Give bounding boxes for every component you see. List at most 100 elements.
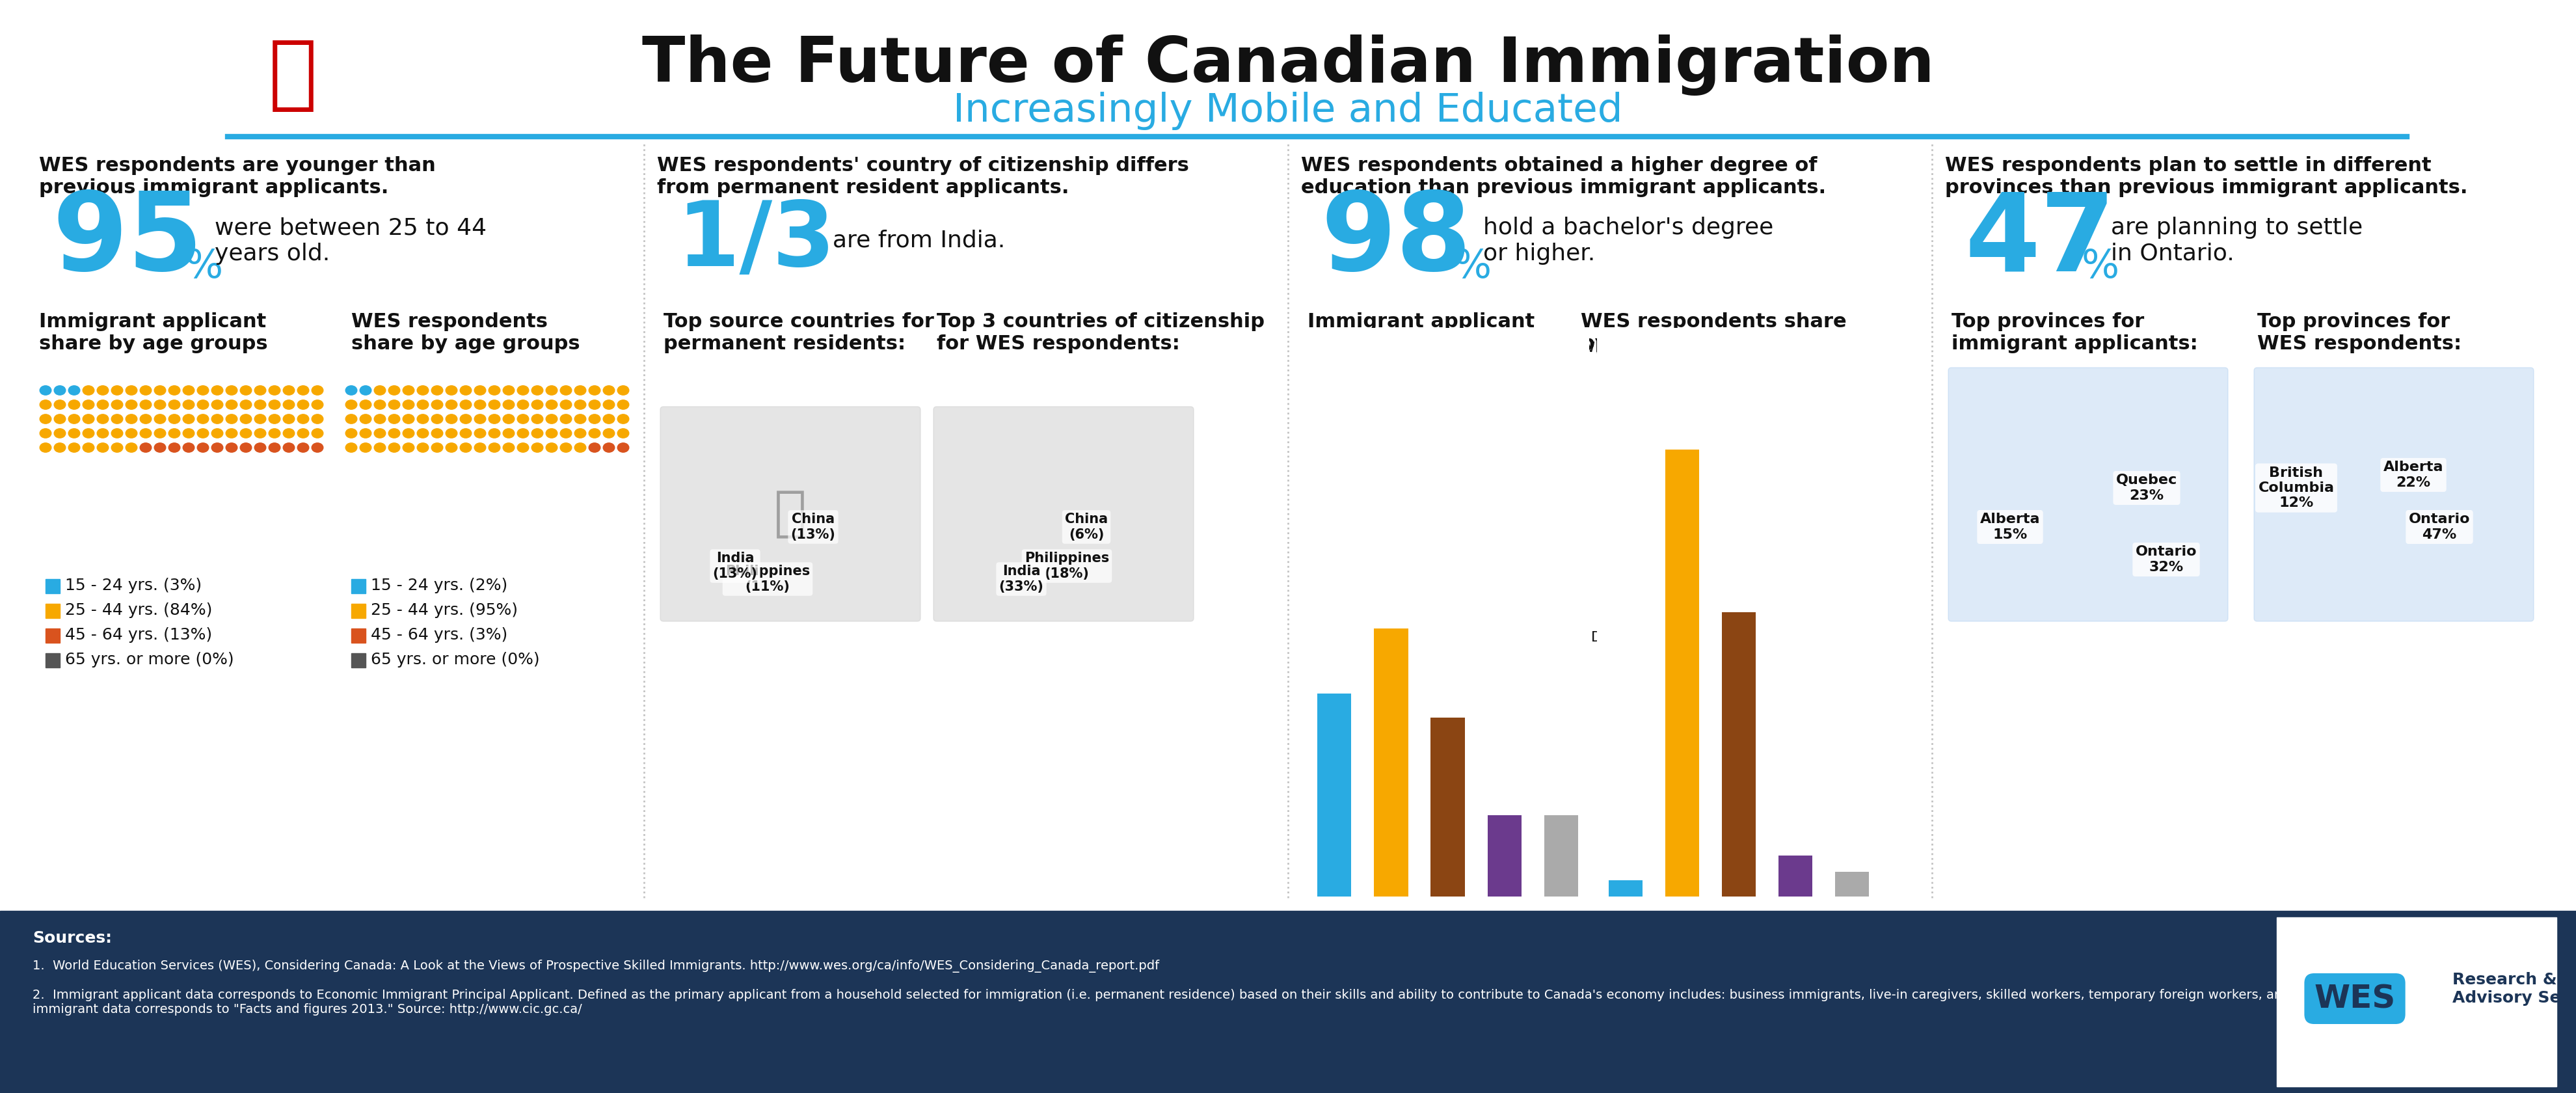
Ellipse shape <box>446 414 456 424</box>
Ellipse shape <box>474 400 487 409</box>
Bar <box>1430 718 1466 896</box>
Ellipse shape <box>531 443 544 453</box>
Ellipse shape <box>590 443 600 453</box>
Ellipse shape <box>39 386 52 395</box>
Text: Doctoral or higher degree: Doctoral or higher degree <box>1327 656 1512 669</box>
FancyBboxPatch shape <box>1494 656 1507 669</box>
FancyBboxPatch shape <box>350 628 366 643</box>
Ellipse shape <box>312 414 322 424</box>
Text: 95: 95 <box>52 188 204 294</box>
Ellipse shape <box>389 443 399 453</box>
Ellipse shape <box>446 428 456 438</box>
Ellipse shape <box>211 428 224 438</box>
Ellipse shape <box>296 428 309 438</box>
Ellipse shape <box>283 400 294 409</box>
Ellipse shape <box>603 428 616 438</box>
Ellipse shape <box>417 414 428 424</box>
Ellipse shape <box>574 428 585 438</box>
Text: China
(13%): China (13%) <box>791 513 835 541</box>
Text: %: % <box>1453 247 1492 286</box>
Text: Philippines
(18%): Philippines (18%) <box>1025 552 1110 580</box>
Ellipse shape <box>183 386 193 395</box>
FancyBboxPatch shape <box>1309 631 1321 644</box>
Ellipse shape <box>312 400 322 409</box>
Ellipse shape <box>574 414 585 424</box>
FancyBboxPatch shape <box>659 407 920 621</box>
Ellipse shape <box>603 443 616 453</box>
Ellipse shape <box>502 428 515 438</box>
Ellipse shape <box>345 386 358 395</box>
Text: Increasingly Mobile and Educated: Increasingly Mobile and Educated <box>953 92 1623 130</box>
Ellipse shape <box>389 414 399 424</box>
Ellipse shape <box>126 443 137 453</box>
Ellipse shape <box>590 428 600 438</box>
Ellipse shape <box>461 414 471 424</box>
Ellipse shape <box>283 443 294 453</box>
Ellipse shape <box>211 386 224 395</box>
Ellipse shape <box>155 443 165 453</box>
Ellipse shape <box>474 386 487 395</box>
FancyBboxPatch shape <box>2277 917 2555 1086</box>
Ellipse shape <box>268 428 281 438</box>
Ellipse shape <box>518 386 528 395</box>
Text: Other: Other <box>1512 656 1553 669</box>
Text: are planning to settle
in Ontario.: are planning to settle in Ontario. <box>2110 216 2362 265</box>
FancyBboxPatch shape <box>0 910 2576 1093</box>
Text: hold a bachelor's degree
or higher.: hold a bachelor's degree or higher. <box>1484 216 1772 265</box>
Ellipse shape <box>590 386 600 395</box>
Ellipse shape <box>361 400 371 409</box>
Ellipse shape <box>531 400 544 409</box>
Text: 🍁: 🍁 <box>268 35 317 114</box>
Ellipse shape <box>402 428 415 438</box>
Ellipse shape <box>389 428 399 438</box>
Bar <box>1834 872 1870 896</box>
Text: WES respondents' country of citizenship differs
from permanent resident applican: WES respondents' country of citizenship … <box>657 156 1190 197</box>
Ellipse shape <box>167 428 180 438</box>
Ellipse shape <box>430 414 443 424</box>
Text: WES respondents share
by academic level: WES respondents share by academic level <box>1582 313 1847 353</box>
Ellipse shape <box>461 428 471 438</box>
Text: WES respondents plan to settle in different
provinces than previous immigrant ap: WES respondents plan to settle in differ… <box>1945 156 2468 197</box>
Text: %: % <box>2081 247 2120 286</box>
Text: Immigrant applicant
share by age groups: Immigrant applicant share by age groups <box>39 313 268 353</box>
Text: are from India.: are from India. <box>832 230 1005 251</box>
Text: High School Diploma: High School Diploma <box>1327 631 1476 644</box>
Ellipse shape <box>98 428 108 438</box>
Ellipse shape <box>518 414 528 424</box>
Ellipse shape <box>139 400 152 409</box>
Ellipse shape <box>111 386 124 395</box>
Ellipse shape <box>240 386 252 395</box>
Ellipse shape <box>345 428 358 438</box>
Text: WES respondents
share by age groups: WES respondents share by age groups <box>350 313 580 353</box>
Ellipse shape <box>211 414 224 424</box>
FancyBboxPatch shape <box>350 579 366 593</box>
Ellipse shape <box>559 428 572 438</box>
Ellipse shape <box>167 443 180 453</box>
Text: Ontario
47%: Ontario 47% <box>2409 513 2470 541</box>
Text: India
(13%): India (13%) <box>714 552 757 580</box>
Ellipse shape <box>98 443 108 453</box>
Ellipse shape <box>54 386 64 395</box>
Text: Immigrant applicants: Immigrant applicants <box>1309 341 1463 354</box>
Ellipse shape <box>417 443 428 453</box>
Ellipse shape <box>139 386 152 395</box>
Ellipse shape <box>430 443 443 453</box>
Ellipse shape <box>255 443 265 453</box>
Ellipse shape <box>559 400 572 409</box>
Ellipse shape <box>461 443 471 453</box>
Ellipse shape <box>255 386 265 395</box>
Ellipse shape <box>98 386 108 395</box>
Text: 15 - 24 yrs. (3%): 15 - 24 yrs. (3%) <box>64 578 201 593</box>
Ellipse shape <box>139 428 152 438</box>
Text: Bachelor's Degree: Bachelor's Degree <box>1512 631 1643 644</box>
Ellipse shape <box>489 386 500 395</box>
Ellipse shape <box>546 386 556 395</box>
Ellipse shape <box>227 443 237 453</box>
Ellipse shape <box>518 400 528 409</box>
Ellipse shape <box>155 414 165 424</box>
Text: 65 yrs. or more (0%): 65 yrs. or more (0%) <box>64 651 234 668</box>
Ellipse shape <box>603 400 616 409</box>
FancyBboxPatch shape <box>46 654 59 668</box>
Text: Alberta
22%: Alberta 22% <box>2383 461 2445 489</box>
Ellipse shape <box>198 428 209 438</box>
